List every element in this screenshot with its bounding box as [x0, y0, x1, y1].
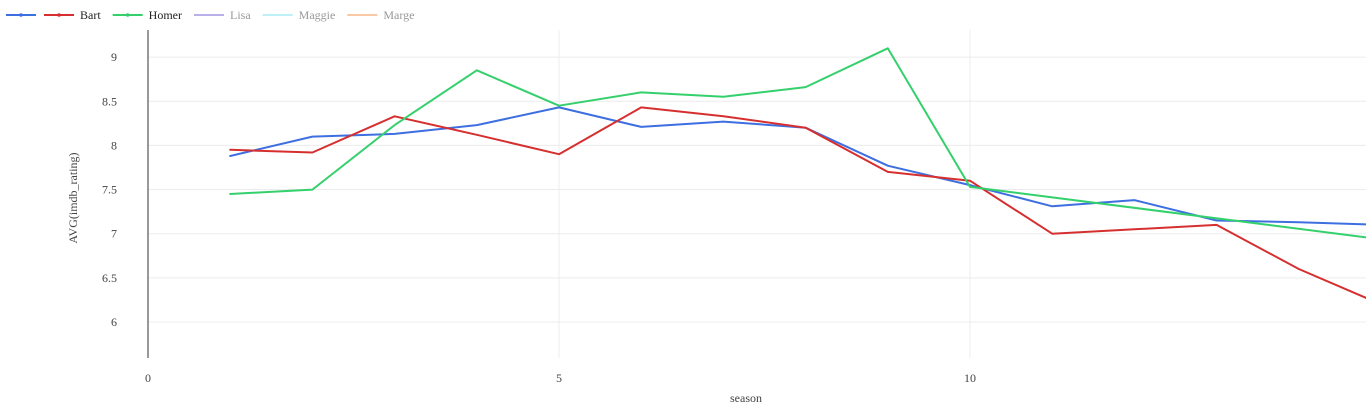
y-axis-ticks: 6 6.5 7 7.5 8 8.5 9: [102, 50, 117, 329]
legend-item-bart[interactable]: Bart: [44, 8, 101, 22]
legend-item-homer[interactable]: Homer: [112, 8, 182, 22]
y-axis-title: AVG(imdb_rating): [66, 152, 80, 243]
y-tick-label: 6: [111, 315, 117, 329]
legend-item-unnamed[interactable]: [6, 13, 36, 17]
x-tick-label: 10: [964, 371, 976, 385]
series-lines: [229, 47, 1366, 299]
grid-lines: [148, 30, 1366, 358]
legend-item-marge[interactable]: Marge: [347, 8, 414, 22]
legend[interactable]: Bart Homer Lisa Maggie Marge: [6, 8, 414, 22]
legend-label: Marge: [383, 8, 414, 22]
x-axis-title: season: [730, 391, 762, 405]
x-tick-label: 5: [556, 371, 562, 385]
y-tick-label: 7: [111, 227, 117, 241]
y-tick-label: 7.5: [102, 183, 117, 197]
legend-marker: [57, 13, 61, 17]
series-line-bart: [229, 106, 1366, 299]
legend-label: Lisa: [230, 8, 251, 22]
legend-label: Bart: [80, 8, 101, 22]
y-tick-label: 8.5: [102, 94, 117, 108]
legend-item-lisa[interactable]: Lisa: [194, 8, 251, 22]
series-line-unnamed: [229, 106, 1366, 226]
legend-marker: [125, 13, 130, 17]
x-axis-ticks: 0510152025: [145, 371, 976, 385]
x-tick-label: 0: [145, 371, 151, 385]
legend-marker: [19, 13, 23, 17]
y-tick-label: 6.5: [102, 271, 117, 285]
legend-label: Homer: [149, 8, 182, 22]
y-tick-label: 9: [111, 50, 117, 64]
series-line-homer: [229, 47, 1366, 239]
legend-item-maggie[interactable]: Maggie: [262, 8, 336, 22]
y-tick-label: 8: [111, 138, 117, 152]
legend-label: Maggie: [299, 8, 336, 22]
